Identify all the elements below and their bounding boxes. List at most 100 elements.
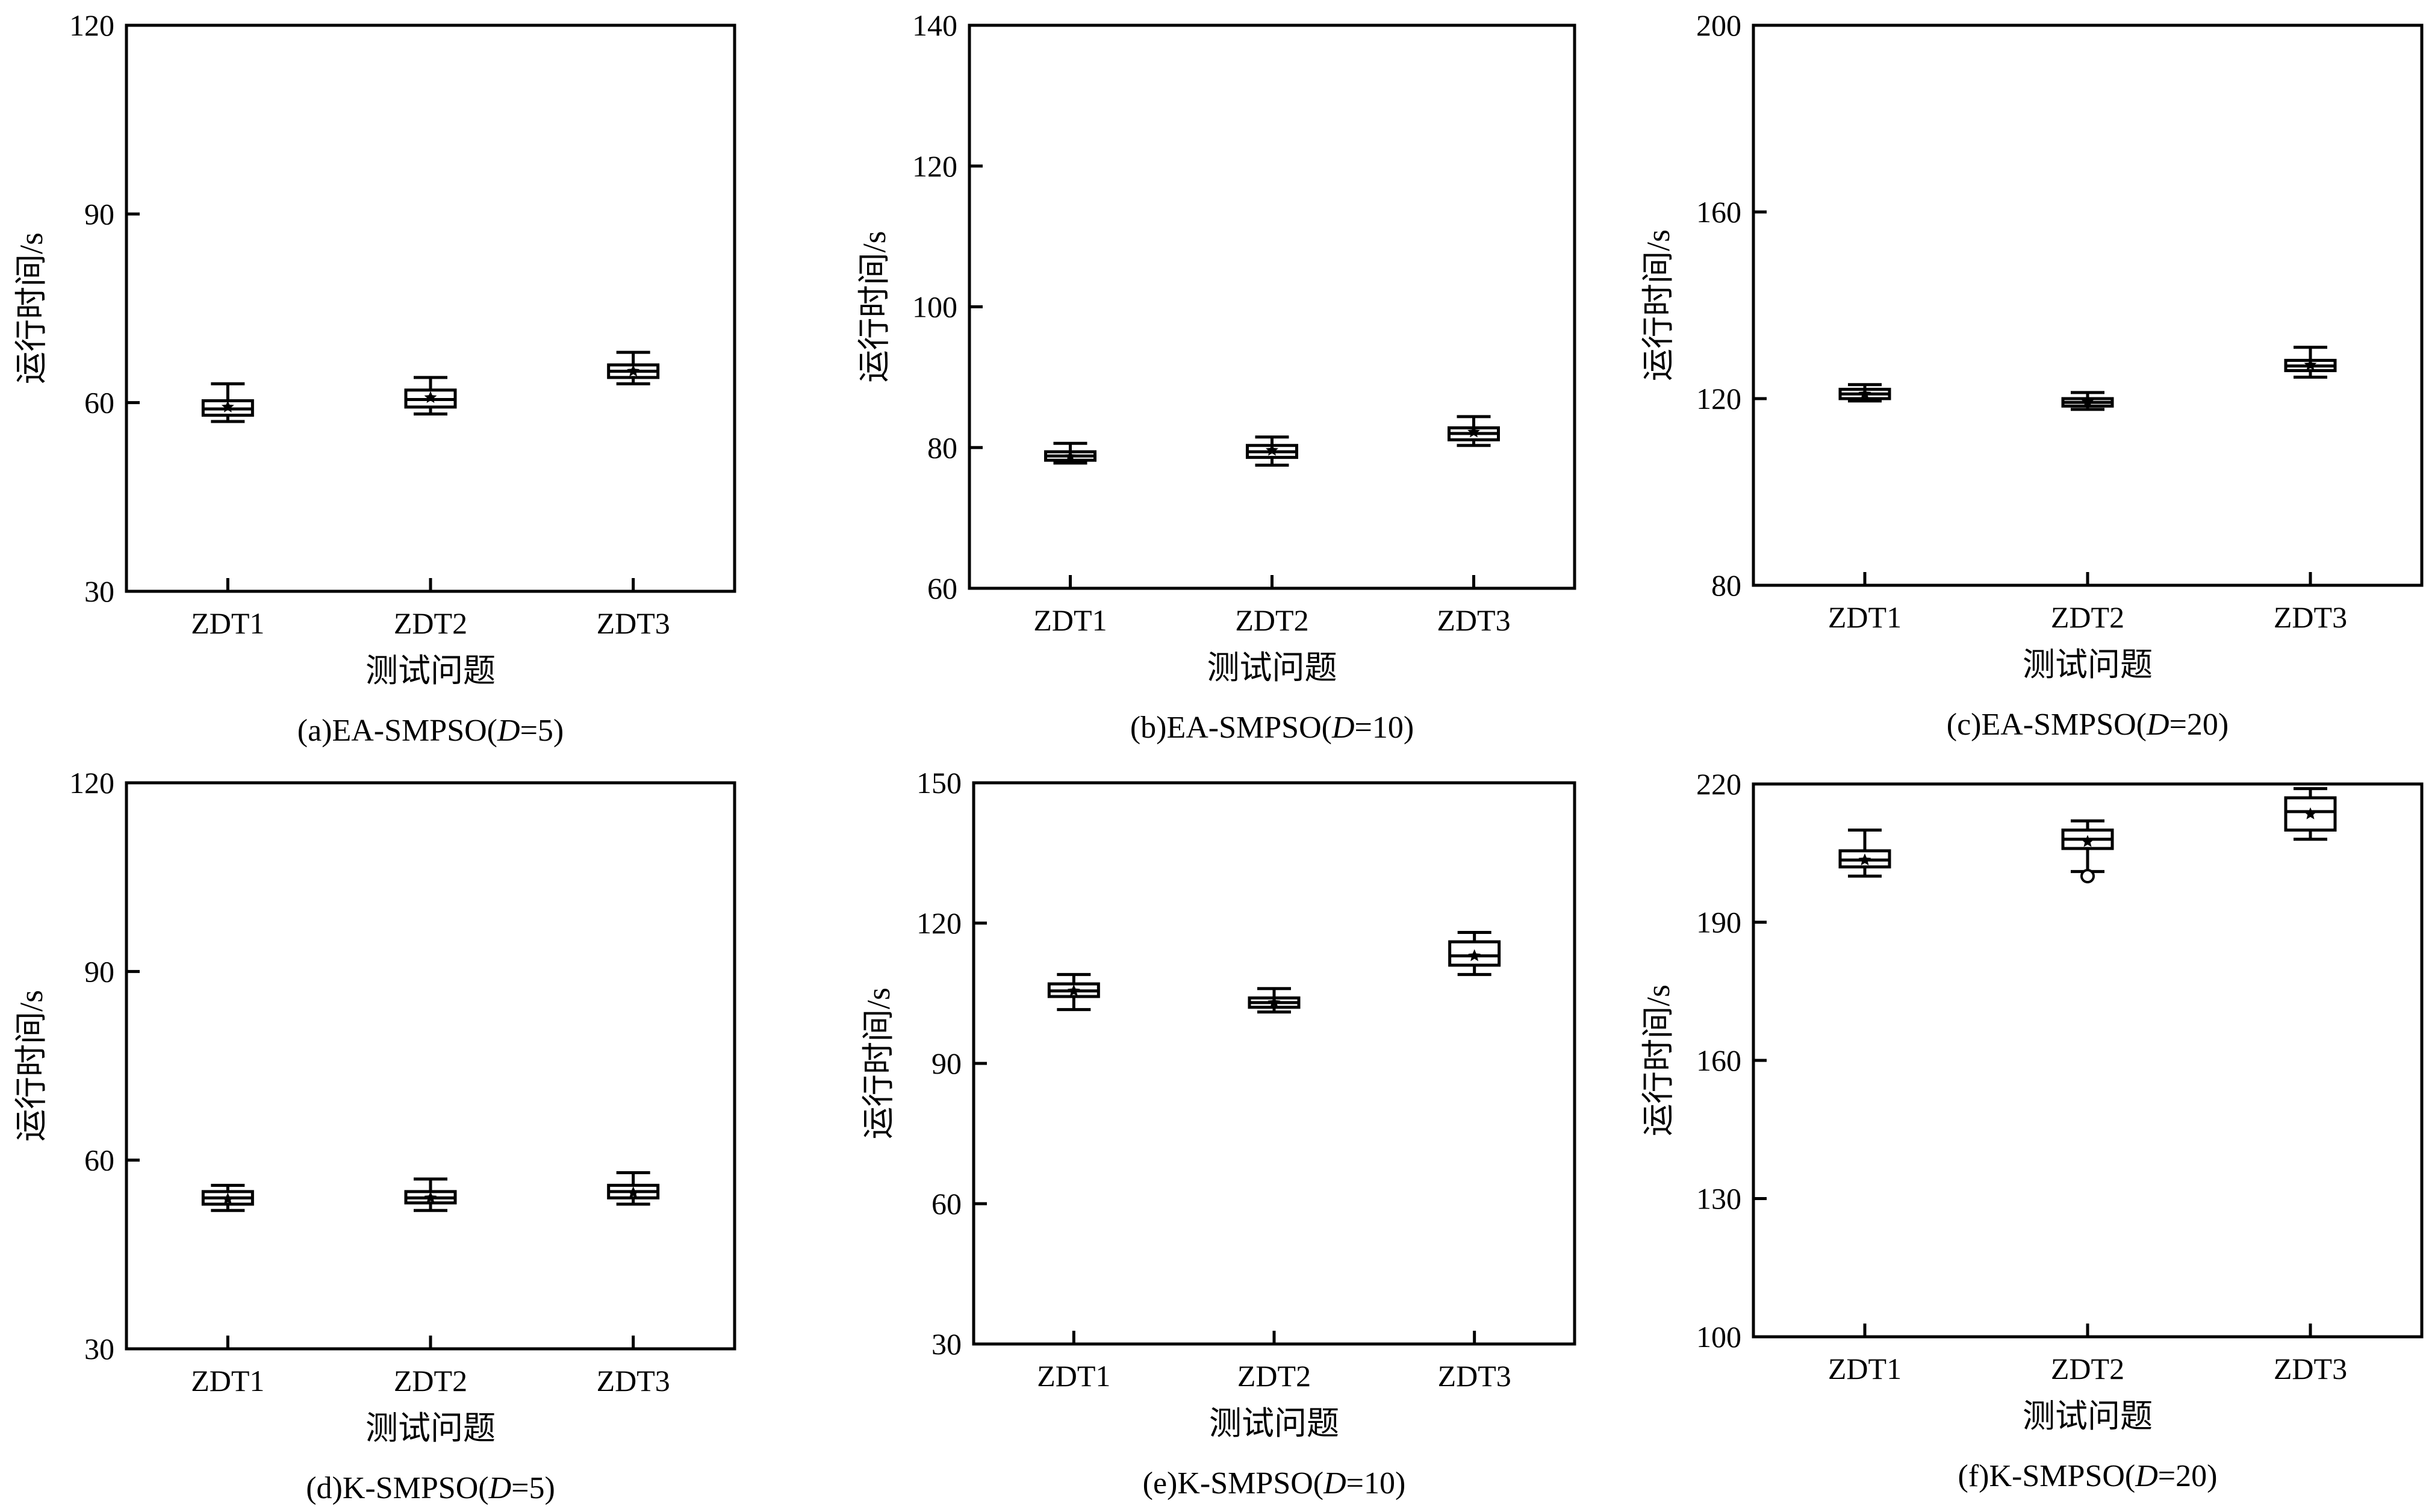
x-tick-label: ZDT3	[2274, 1352, 2347, 1386]
x-tick-label: ZDT1	[1037, 1359, 1110, 1393]
mean-marker	[1858, 387, 1871, 400]
y-tick-label: 60	[84, 1143, 114, 1177]
mean-marker	[1467, 425, 1480, 438]
box-zdt2	[1248, 987, 1301, 1014]
panel-caption: (c)EA-SMPSO(D=20)	[1947, 708, 2228, 742]
mean-marker	[1266, 443, 1278, 456]
mean-marker	[424, 1191, 437, 1204]
box-zdt3	[607, 350, 660, 385]
caption-prefix: (e)K-SMPSO(	[1143, 1466, 1323, 1501]
mean-marker	[221, 400, 234, 412]
x-tick-label: ZDT3	[597, 1364, 670, 1398]
y-tick-label: 120	[69, 766, 114, 800]
x-tick-label: ZDT1	[1033, 603, 1107, 637]
mean-marker	[2304, 358, 2317, 371]
x-axis-title: 测试问题	[365, 1410, 496, 1446]
caption-suffix: =20)	[2158, 1459, 2218, 1493]
mean-marker	[1064, 450, 1077, 462]
x-tick-label: ZDT2	[394, 606, 467, 640]
caption-prefix: (a)EA-SMPSO(	[297, 714, 497, 748]
box-zdt1	[1838, 383, 1891, 403]
y-tick-label: 60	[927, 571, 957, 605]
box-zdt3	[607, 1171, 660, 1206]
panel-caption: (a)EA-SMPSO(D=5)	[297, 714, 564, 748]
box-zdt2	[404, 376, 457, 415]
y-axis-title: 运行时间/s	[856, 231, 892, 382]
box-zdt1	[1047, 972, 1100, 1012]
mean-marker	[1267, 996, 1281, 1008]
plot-frame	[125, 23, 736, 593]
x-tick-label: ZDT2	[1235, 603, 1308, 637]
chart-panel-1: 30 60 90 120 ZDT1 ZDT2 ZDT3 测试问题 运行时间/s (a)EA-SMP…	[13, 8, 736, 748]
y-axis-title: 运行时间/s	[13, 990, 49, 1142]
chart-panel-5: 30 60 90 120 150 ZDT1 ZDT2 ZDT3 测试问题 运行时间/s (e)K-S…	[860, 766, 1576, 1501]
x-tick-label: ZDT1	[191, 606, 264, 640]
y-axis-title: 运行时间/s	[13, 232, 49, 384]
y-tick-label: 160	[1696, 195, 1741, 229]
x-axis-title: 测试问题	[2023, 647, 2153, 683]
panel-caption: (d)K-SMPSO(D=5)	[306, 1471, 555, 1505]
x-tick-label: ZDT2	[394, 1364, 467, 1398]
plot-frame	[972, 781, 1576, 1346]
x-axis-title: 测试问题	[1209, 1405, 1339, 1442]
y-tick-label: 120	[912, 149, 957, 183]
caption-suffix: =5)	[511, 1471, 555, 1505]
mean-marker	[2304, 807, 2317, 820]
y-tick-label: 220	[1696, 767, 1741, 801]
mean-marker	[1067, 984, 1080, 997]
y-axis-title: 运行时间/s	[860, 988, 897, 1139]
chart-panel-3: 80 120 160 200 ZDT1 ZDT2 ZDT3 测试问题 运行时间/s (c)EA-S…	[1640, 8, 2424, 742]
y-tick-label: 150	[916, 766, 962, 800]
y-tick-label: 80	[927, 431, 957, 464]
chart-panel-4: 30 60 90 120 ZDT1 ZDT2 ZDT3 测试问题 运行时间/s (d)K-SMPS…	[13, 766, 736, 1505]
y-tick-label: 120	[69, 8, 114, 42]
box-zdt2	[404, 1177, 457, 1212]
box-zdt1	[201, 382, 254, 423]
box-zdt3	[1448, 415, 1500, 447]
panel-caption: (b)EA-SMPSO(D=10)	[1130, 711, 1414, 745]
mean-marker	[1858, 853, 1871, 866]
y-tick-label: 120	[916, 906, 962, 940]
caption-prefix: (b)EA-SMPSO(	[1130, 711, 1332, 745]
mean-marker	[627, 1186, 640, 1198]
x-tick-label: ZDT1	[1828, 600, 1902, 634]
caption-variable: D	[497, 714, 520, 748]
outlier-point	[2080, 869, 2095, 883]
box-zdt2	[1246, 435, 1298, 467]
chart-panel-6: 100 130 160 190 220 ZDT1 ZDT2 ZDT3 测试问题 运行时间/s (f)…	[1640, 767, 2424, 1493]
x-axis-title: 测试问题	[2023, 1398, 2153, 1434]
x-tick-label: ZDT2	[2051, 600, 2124, 634]
x-tick-label: ZDT3	[2274, 600, 2347, 634]
caption-suffix: =5)	[520, 714, 564, 748]
y-tick-label: 200	[1696, 8, 1741, 42]
plot-frame	[125, 781, 736, 1351]
y-tick-label: 30	[84, 1332, 114, 1366]
box-zdt3	[1448, 931, 1501, 976]
mean-marker	[1468, 949, 1481, 962]
y-tick-label: 90	[84, 954, 114, 988]
caption-variable: D	[2135, 1459, 2158, 1493]
box-zdt1	[201, 1183, 254, 1212]
caption-variable: D	[1331, 711, 1355, 745]
x-axis-title: 测试问题	[1207, 650, 1337, 686]
y-axis-title: 运行时间/s	[1640, 229, 1676, 381]
y-tick-label: 130	[1696, 1182, 1741, 1216]
mean-marker	[221, 1192, 234, 1205]
y-tick-label: 30	[84, 574, 114, 608]
caption-prefix: (c)EA-SMPSO(	[1947, 708, 2147, 742]
caption-variable: D	[488, 1471, 512, 1505]
mean-marker	[2081, 835, 2094, 847]
y-tick-label: 120	[1696, 382, 1741, 415]
chart-panel-2: 60 80 100 120 140 ZDT1 ZDT2 ZDT3 测试问题 运行时间/s (b)EA…	[856, 8, 1576, 745]
x-tick-label: ZDT3	[597, 606, 670, 640]
y-tick-label: 30	[932, 1327, 962, 1361]
x-tick-label: ZDT3	[1438, 1359, 1511, 1393]
box-zdt2	[2061, 391, 2114, 411]
caption-variable: D	[1323, 1466, 1346, 1501]
box-zdt1	[1838, 829, 1891, 878]
x-tick-label: ZDT1	[1828, 1352, 1902, 1386]
y-tick-label: 160	[1696, 1044, 1741, 1077]
plot-frame	[1752, 23, 2424, 587]
y-tick-label: 100	[912, 290, 957, 324]
